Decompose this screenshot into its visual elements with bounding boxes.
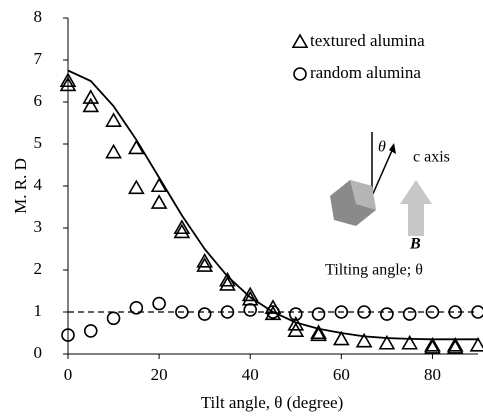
triangle-marker xyxy=(310,324,327,340)
x-tick-label: 20 xyxy=(151,365,168,384)
crystal-face xyxy=(350,180,376,210)
circle-marker xyxy=(311,307,326,321)
y-tick-label: 5 xyxy=(34,133,43,152)
triangle-marker xyxy=(424,339,441,354)
circle-marker xyxy=(243,303,258,317)
triangle-marker xyxy=(196,252,214,268)
triangle-marker xyxy=(291,33,309,49)
triangle-marker xyxy=(82,97,100,113)
triangle-marker xyxy=(82,89,100,104)
circle-marker xyxy=(83,324,98,338)
circle-marker xyxy=(380,307,394,321)
triangle-marker xyxy=(401,334,419,350)
x-tick-label: 60 xyxy=(333,365,350,384)
circle-marker xyxy=(288,307,303,321)
triangle-marker xyxy=(59,76,77,92)
x-tick-label: 40 xyxy=(242,365,259,384)
c-axis-arrow xyxy=(371,145,395,197)
y-tick-label: 0 xyxy=(34,343,43,362)
triangle-marker xyxy=(173,223,191,239)
y-tick-label: 1 xyxy=(34,301,43,320)
y-tick-label: 2 xyxy=(34,259,43,278)
triangle-marker xyxy=(196,257,214,272)
legend-label: textured alumina xyxy=(310,31,425,50)
triangle-marker xyxy=(287,322,305,337)
x-tick-label: 0 xyxy=(64,365,73,384)
triangle-marker xyxy=(310,326,327,342)
circle-marker xyxy=(61,328,75,342)
triangle-marker xyxy=(424,336,441,352)
annotation: θ xyxy=(378,139,386,156)
circle-marker xyxy=(293,67,307,81)
y-tick-label: 6 xyxy=(34,91,43,110)
circle-marker xyxy=(129,300,144,315)
triangle-marker xyxy=(150,194,168,209)
annotation: B xyxy=(409,236,421,253)
y-tick-label: 8 xyxy=(34,7,43,26)
triangle-marker xyxy=(241,286,259,302)
y-tick-label: 4 xyxy=(34,175,43,194)
triangle-marker xyxy=(127,179,145,195)
triangle-marker xyxy=(105,143,122,159)
circle-marker xyxy=(106,311,121,326)
arrow-head xyxy=(389,143,396,154)
x-tick-label: 80 xyxy=(424,365,441,384)
annotation: c axis xyxy=(413,149,450,166)
circle-marker xyxy=(175,305,189,319)
circle-marker xyxy=(152,296,166,311)
circle-marker xyxy=(402,307,417,321)
inset-diagram xyxy=(330,132,432,236)
triangle-marker xyxy=(219,276,236,291)
triangle-marker xyxy=(378,334,396,350)
y-axis-label: M. R. D xyxy=(11,158,30,214)
triangle-marker xyxy=(332,330,350,346)
x-axis-label: Tilt angle, θ (degree) xyxy=(201,393,344,412)
annotation: Tilting angle; θ xyxy=(325,262,423,279)
triangle-marker xyxy=(469,336,483,352)
triangle-marker xyxy=(446,336,464,352)
triangle-marker xyxy=(59,72,77,88)
field-arrow xyxy=(400,180,432,236)
circle-marker xyxy=(334,305,349,319)
y-tick-label: 3 xyxy=(34,217,43,236)
triangle-marker xyxy=(446,339,464,354)
triangle-marker xyxy=(355,332,373,348)
triangle-marker xyxy=(173,219,191,235)
legend-label: random alumina xyxy=(310,63,421,82)
circle-marker xyxy=(197,307,212,321)
triangle-marker xyxy=(241,290,259,306)
y-tick-label: 7 xyxy=(34,49,43,68)
triangle-marker xyxy=(105,112,122,127)
